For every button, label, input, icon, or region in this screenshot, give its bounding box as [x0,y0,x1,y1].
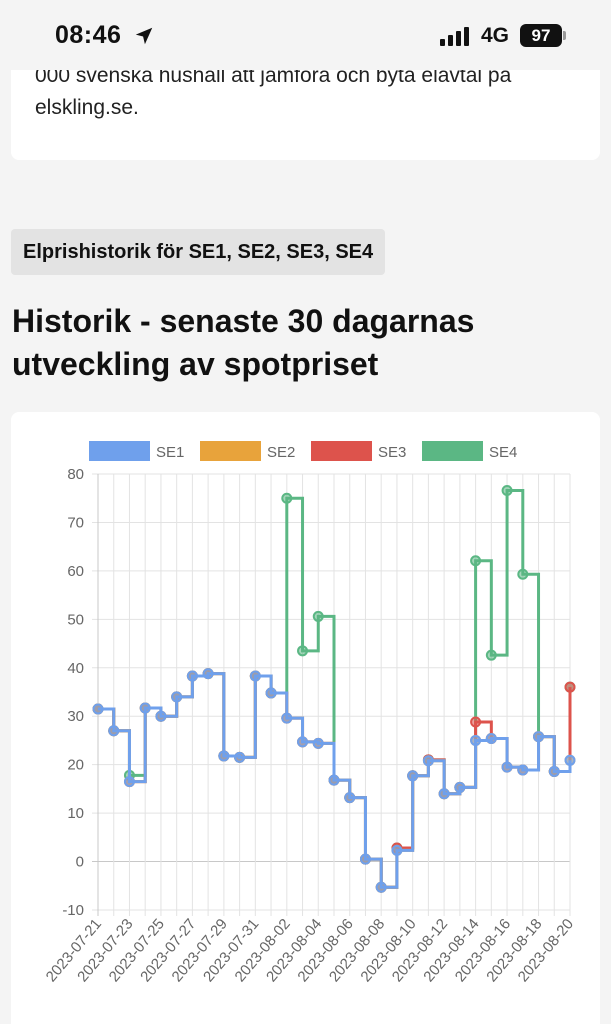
data-point-se4 [501,484,513,496]
data-point-se1 [501,761,513,773]
data-point-se1 [359,853,371,865]
data-point-se1 [281,712,293,724]
price-history-chart: SE1 SE2 SE3 SE4-10010203040506070802023-07-… [43,441,577,985]
data-point-se1 [422,755,434,767]
data-point-se3 [564,681,576,693]
location-arrow-icon [135,27,153,45]
data-point-se1 [391,844,403,856]
legend-swatch-se4 [422,441,483,461]
data-point-se1 [234,751,246,763]
data-point-se1 [564,754,576,766]
y-tick-label: 10 [67,805,84,822]
data-point-se1 [548,765,560,777]
y-tick-label: 20 [67,757,84,774]
y-tick-label: 60 [67,563,84,580]
chart-card: SE1 SE2 SE3 SE4 -10 0 10 20 30 40 50 60 70 80 2023-07-… [11,412,600,1024]
signal-bars-icon [440,26,469,46]
data-point-se1 [218,750,230,762]
data-point-se1 [297,736,309,748]
data-point-se1 [438,788,450,800]
legend-swatch-se2 [200,441,261,461]
data-point-se4 [470,555,482,567]
data-point-se1 [265,687,277,699]
y-tick-label: 30 [67,708,84,725]
page-heading: Historik - senaste 30 dagarnas utvecklin… [12,303,475,382]
data-point-se1 [517,764,529,776]
data-point-se3 [470,716,482,728]
data-point-se1 [375,881,387,893]
data-point-se4 [517,568,529,580]
y-tick-label: 40 [67,660,84,677]
data-point-se1 [312,737,324,749]
data-point-se1 [485,733,497,745]
data-point-se1 [533,731,545,743]
section-badge: Elprishistorik för SE1, SE2, SE3, SE4 [11,229,386,275]
data-point-se1 [155,710,167,722]
legend-label-se1: SE1 [156,444,184,461]
data-point-se1 [328,774,340,786]
status-time: 08:46 [55,21,122,49]
y-tick-label: 0 [76,854,84,871]
data-point-se1 [202,668,214,680]
data-point-se1 [139,702,151,714]
y-tick-label: 50 [67,611,84,628]
battery-level: 97 [531,26,551,45]
y-tick-label: 80 [67,466,84,483]
data-point-se4 [485,649,497,661]
data-point-se1 [171,691,183,703]
data-point-se1 [108,725,120,737]
data-point-se4 [312,610,324,622]
data-point-se1 [123,776,135,788]
data-point-se1 [186,670,198,682]
data-point-se1 [407,770,419,782]
legend-swatch-se1 [89,441,150,461]
data-point-se4 [281,492,293,504]
data-point-se1 [92,703,104,715]
battery-tip [563,31,566,40]
data-point-se1 [454,781,466,793]
y-tick-label: 70 [67,514,84,531]
legend-swatch-se3 [311,441,372,461]
data-point-se1 [344,792,356,804]
data-point-se1 [249,670,261,682]
network-label: 4G [481,24,510,47]
legend-label-se2: SE2 [267,444,295,461]
data-point-se1 [470,734,482,746]
data-point-se4 [297,645,309,657]
y-tick-label: -10 [62,902,84,919]
legend-label-se3: SE3 [378,444,406,461]
battery-icon: 97 [520,24,562,47]
status-bar: 08:46 4G 97 [0,0,611,70]
legend-label-se4: SE4 [489,444,517,461]
